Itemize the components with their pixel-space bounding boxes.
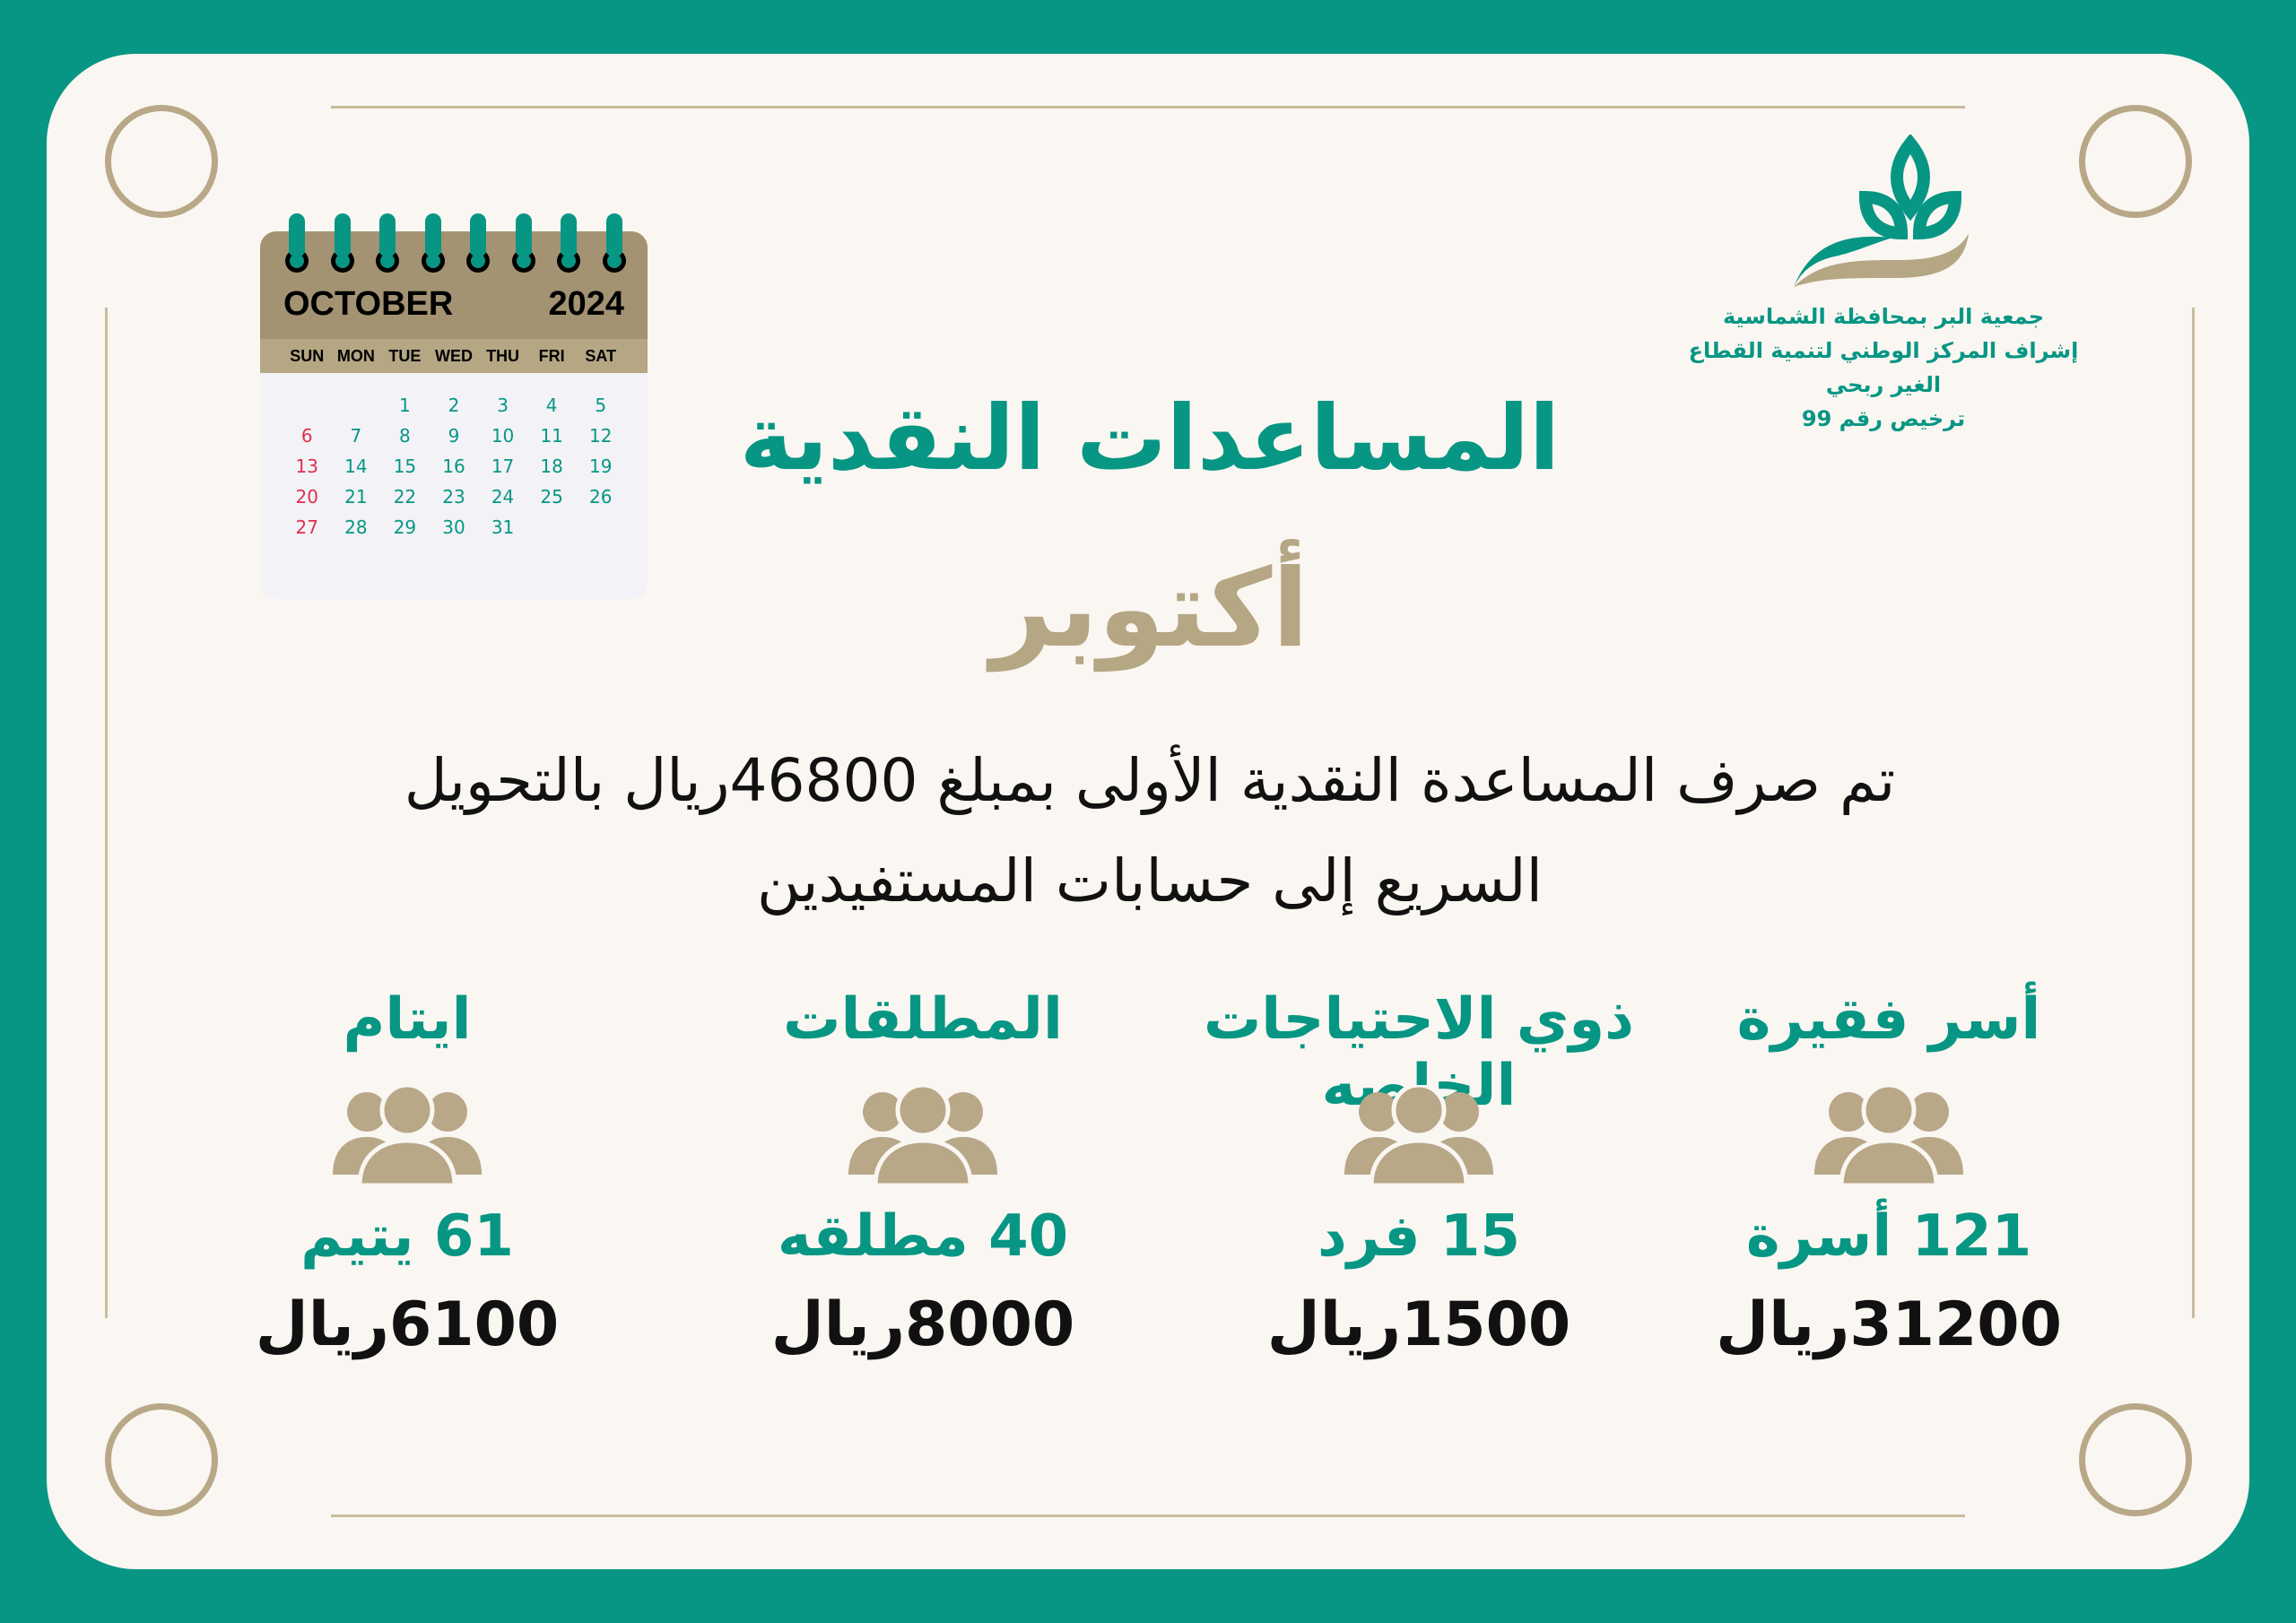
calendar-day: 23 <box>442 486 465 508</box>
weekday-label: FRI <box>538 346 565 365</box>
divider <box>2192 308 2195 1318</box>
calendar-day: 28 <box>344 516 368 538</box>
category-amount: 8000ريال <box>770 1289 1075 1360</box>
weekday-label: SAT <box>585 346 617 365</box>
logo-supervision: إشراف المركز الوطني لتنمية القطاع الغير … <box>1688 338 2079 397</box>
corner-circle <box>105 105 218 218</box>
category-count: 61 يتيم <box>300 1203 514 1270</box>
category-1: أسر فقيرة 121 أسرة 31200ريال <box>1656 986 2122 1360</box>
calendar-day: 10 <box>491 425 515 447</box>
category-count: 15 فرد <box>1318 1203 1520 1270</box>
ring-icon <box>330 213 354 273</box>
calendar-day: 9 <box>448 425 460 447</box>
ring-icon <box>557 213 580 273</box>
calendar-day: 13 <box>295 456 318 477</box>
divider <box>331 106 1965 108</box>
ring-icon <box>376 213 399 273</box>
category-label: ايتام <box>343 986 472 1053</box>
calendar-day: 4 <box>545 395 558 416</box>
description-line: السريع إلى حسابات المستفيدين <box>757 846 1543 916</box>
calendar-day: 20 <box>295 486 318 508</box>
logo-org-name: جمعية البر بمحافظة الشماسية <box>1722 304 2045 329</box>
ring-icon <box>466 213 490 273</box>
ring-icon <box>421 213 445 273</box>
people-group-icon <box>1344 1085 1493 1185</box>
category-amount: 31200ريال <box>1716 1289 2062 1360</box>
calendar-day: 19 <box>588 456 613 477</box>
category-label: ذوي الاحتياجات الخاصه <box>1203 986 1635 1119</box>
corner-circle <box>2079 105 2192 218</box>
calendar-day: 17 <box>491 456 515 477</box>
logo-license: ترخيص رقم 99 <box>1801 406 1966 431</box>
calendar-day: 24 <box>491 486 515 508</box>
category-4: ايتام 61 يتيم 6100ريال <box>174 986 640 1360</box>
calendar-day: 14 <box>344 456 368 477</box>
category-2: ذوي الاحتياجات الخاصه 15 فرد 1500ريال <box>1186 986 1652 1360</box>
category-label: أسر فقيرة <box>1736 986 2041 1053</box>
calendar-day: 30 <box>442 516 465 538</box>
calendar-month: OCTOBER <box>283 285 454 323</box>
calendar-year: 2024 <box>548 285 624 323</box>
weekday-label: TUE <box>388 346 422 365</box>
category-3: المطلقات 40 مطلقه 8000ريال <box>690 986 1156 1360</box>
calendar-day: 21 <box>344 486 368 508</box>
description: تم صرف المساعدة النقدية الأولى بمبلغ 468… <box>404 731 1896 932</box>
calendar-day: 7 <box>350 425 362 447</box>
calendar-day <box>527 516 577 538</box>
calendar-day: 22 <box>393 486 417 508</box>
weekday-label: WED <box>434 346 473 365</box>
month-title: أكتوبر <box>990 547 1309 672</box>
calendar-rings <box>260 213 648 276</box>
page-title: المساعدات النقدية <box>739 386 1561 490</box>
ring-icon <box>602 213 626 273</box>
calendar-day: 3 <box>497 395 509 416</box>
weekday-label: THU <box>486 346 520 365</box>
calendar-day: 8 <box>399 425 411 447</box>
calendar-day <box>332 395 381 416</box>
calendar-day <box>576 516 625 538</box>
calendar-day: 6 <box>300 425 313 447</box>
category-count: 121 أسرة <box>1745 1203 2032 1270</box>
category-amount: 1500ريال <box>1266 1289 1571 1360</box>
calendar-day: 12 <box>588 425 613 447</box>
calendar-day: 15 <box>393 456 417 477</box>
people-group-icon <box>848 1085 997 1185</box>
divider <box>331 1515 1965 1517</box>
category-label: المطلقات <box>783 986 1063 1053</box>
category-count: 40 مطلقه <box>777 1203 1069 1270</box>
corner-circle <box>2079 1403 2192 1516</box>
calendar-day: 29 <box>393 516 417 538</box>
calendar-day: 26 <box>588 486 613 508</box>
calendar-day: 27 <box>295 516 318 538</box>
calendar-day: 25 <box>540 486 563 508</box>
calendar-day: 16 <box>442 456 465 477</box>
calendar-day: 1 <box>399 395 411 416</box>
calendar-day <box>283 395 332 416</box>
calendar-day: 31 <box>491 516 515 538</box>
ring-icon <box>511 213 535 273</box>
weekday-label: SUN <box>290 346 325 365</box>
logo: جمعية البر بمحافظة الشماسية إشراف المركز… <box>1677 133 2090 436</box>
calendar-day: 18 <box>540 456 563 477</box>
calendar-day: 2 <box>448 395 460 416</box>
ring-icon <box>285 213 309 273</box>
weekday-label: MON <box>336 346 375 365</box>
divider <box>105 308 108 1318</box>
leaf-logo-icon <box>1794 133 1969 287</box>
people-group-icon <box>1814 1085 1963 1185</box>
calendar-day: 5 <box>595 395 607 416</box>
calendar-day: 11 <box>540 425 563 447</box>
category-amount: 6100ريال <box>255 1289 560 1360</box>
description-line: تم صرف المساعدة النقدية الأولى بمبلغ 468… <box>404 746 1896 815</box>
people-group-icon <box>333 1085 482 1185</box>
corner-circle <box>105 1403 218 1516</box>
